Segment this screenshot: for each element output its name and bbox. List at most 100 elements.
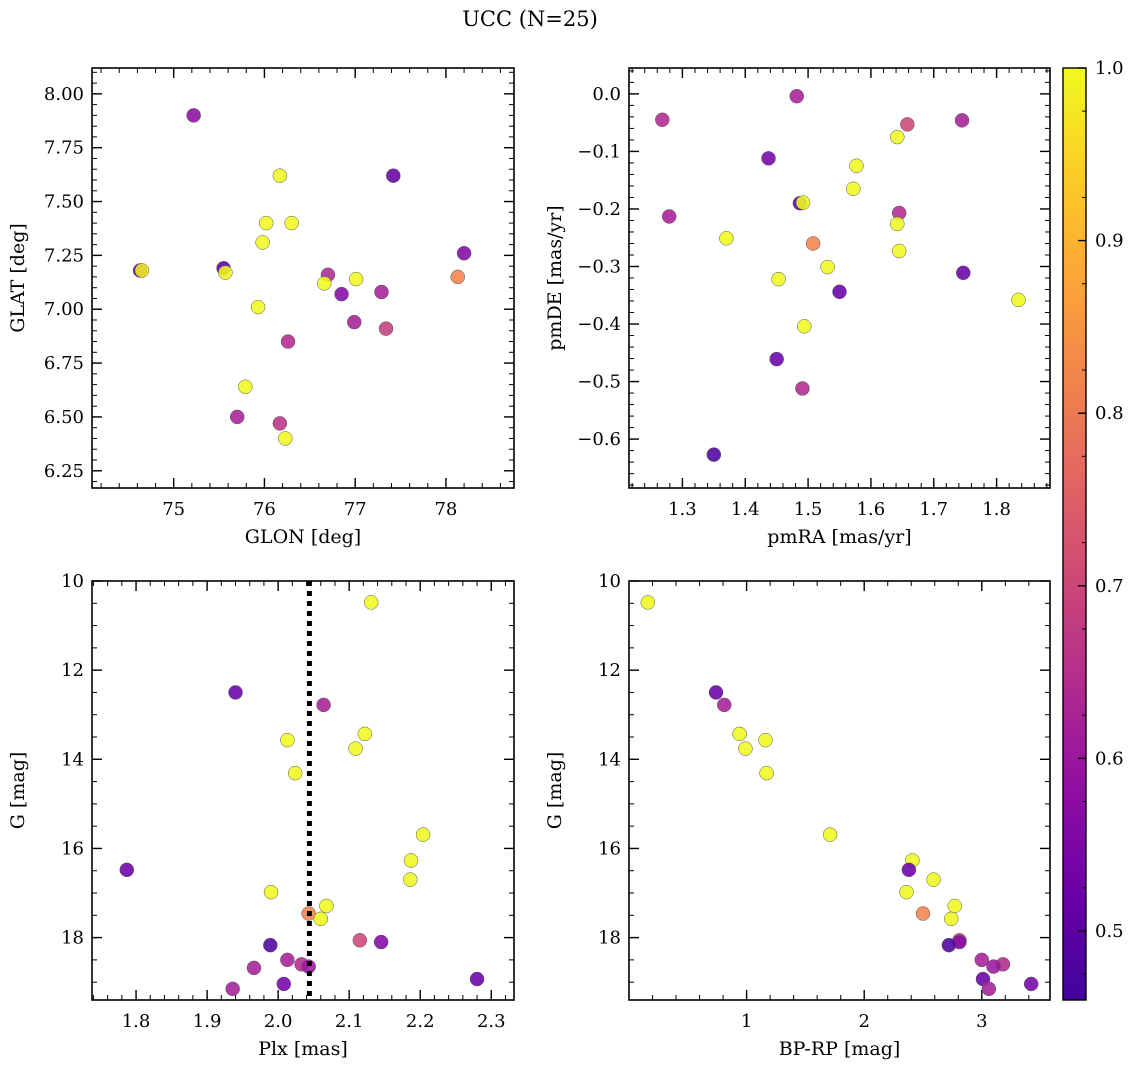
data-point <box>797 319 812 334</box>
x-tick-label: 1 <box>741 1011 752 1032</box>
y-tick-label: 18 <box>598 928 621 949</box>
data-point <box>334 286 349 302</box>
y-tick-label: 8.00 <box>44 84 84 105</box>
data-point <box>403 853 419 868</box>
x-tick-label: 2.3 <box>477 1011 506 1032</box>
data-point <box>891 243 907 259</box>
data-point <box>771 271 786 287</box>
data-point <box>706 447 722 462</box>
y-tick-label: 7.75 <box>44 138 84 159</box>
data-point <box>708 685 724 700</box>
data-point <box>1011 292 1026 308</box>
data-point <box>276 976 292 992</box>
data-point <box>1023 976 1039 992</box>
x-axis-label: BP-RP [mag] <box>779 1038 901 1060</box>
x-axis-label: pmRA [mas/yr] <box>767 526 911 548</box>
colorbar-tick-label: 0.5 <box>1095 921 1124 942</box>
data-point <box>820 259 835 275</box>
y-tick-label: 6.75 <box>44 353 84 374</box>
data-point <box>119 862 135 878</box>
data-point <box>717 697 732 713</box>
x-tick-label: 2.1 <box>335 1011 364 1032</box>
data-point <box>981 981 997 997</box>
y-tick-label: −0.1 <box>577 141 621 162</box>
x-tick-label: 1.8 <box>122 1011 151 1032</box>
data-point <box>287 765 303 781</box>
data-point <box>759 765 774 781</box>
data-point <box>640 595 656 610</box>
data-point <box>926 872 941 887</box>
y-tick-label: −0.2 <box>577 199 621 220</box>
data-point <box>352 933 368 948</box>
data-point <box>954 113 970 128</box>
data-point <box>469 971 485 987</box>
data-point <box>246 960 262 976</box>
data-point <box>278 431 293 446</box>
colorbar-tick-label: 0.6 <box>1095 748 1124 769</box>
axes-frame <box>628 67 1051 489</box>
y-tick-label: 6.50 <box>44 407 84 428</box>
data-point <box>758 732 773 748</box>
y-tick-label: −0.4 <box>577 314 621 335</box>
y-tick-label: 10 <box>598 571 621 592</box>
x-tick-label: 1.3 <box>668 499 697 520</box>
data-point <box>218 265 233 280</box>
panel-bottom-left: 1.8 1.9 2.0 2.1 2.2 2.3 10 12 14 16 18 Plx [mas] G [… <box>7 571 515 1060</box>
data-point <box>378 321 394 336</box>
data-point <box>258 215 274 231</box>
y-tick-label: 18 <box>61 928 84 949</box>
data-point <box>186 108 201 123</box>
axes-frame <box>91 580 515 1001</box>
y-tick-label: 14 <box>61 749 84 770</box>
colorbar-bar <box>1062 67 1087 1001</box>
data-point <box>250 299 266 315</box>
panel-top-left: 75 76 77 78 6.25 6.50 6.75 7.00 7.25 7.50 7.75 8.00… <box>7 67 515 548</box>
colorbar-tick-label: 1.0 <box>1095 58 1124 79</box>
data-point <box>403 872 418 887</box>
data-point <box>374 284 389 300</box>
y-tick-label: 7.50 <box>44 192 84 213</box>
data-point <box>899 884 914 900</box>
y-tick-label: 16 <box>61 838 84 859</box>
y-tick-label: 12 <box>598 660 621 681</box>
data-point <box>761 151 776 166</box>
x-tick-label: 77 <box>344 499 367 520</box>
figure-title: UCC (N=25) <box>462 7 598 31</box>
data-point <box>822 827 838 842</box>
data-point <box>255 235 270 250</box>
y-tick-label: 0.0 <box>592 84 621 105</box>
data-point <box>272 168 288 183</box>
colorbar-tick-label: 0.8 <box>1095 403 1124 424</box>
data-point <box>263 884 279 900</box>
data-point <box>228 685 243 700</box>
axes-frame <box>628 580 1051 1001</box>
data-point <box>795 381 810 396</box>
y-tick-label: 7.00 <box>44 299 84 320</box>
scatter-panels: 75 76 77 78 6.25 6.50 6.75 7.00 7.25 7.50 7.75 8.00… <box>7 67 1051 1060</box>
data-point <box>738 741 753 756</box>
x-tick-label: 75 <box>162 499 185 520</box>
data-point <box>134 263 150 278</box>
data-point <box>456 245 472 261</box>
data-point <box>373 934 389 950</box>
data-point <box>890 129 905 145</box>
data-point <box>900 117 915 132</box>
data-point <box>272 416 288 431</box>
colorbar: 0.5 0.6 0.7 0.8 0.9 1.0 <box>1062 58 1124 1001</box>
data-point <box>347 314 362 330</box>
data-point <box>719 231 734 246</box>
data-point <box>263 937 278 953</box>
data-point <box>348 271 364 287</box>
data-point <box>661 209 677 224</box>
data-point <box>450 269 465 285</box>
data-point <box>284 215 299 231</box>
data-point <box>357 726 373 742</box>
y-tick-label: 16 <box>598 838 621 859</box>
data-point <box>941 937 957 953</box>
x-tick-label: 1.9 <box>193 1011 222 1032</box>
y-axis-label: GLAT [deg] <box>7 223 29 333</box>
x-axis-label: Plx [mas] <box>258 1038 348 1060</box>
panel-top-right: 1.3 1.4 1.5 1.6 1.7 1.8 −0.6 −0.5 −0.4 −0.3 −0.2 −0… <box>544 67 1051 548</box>
